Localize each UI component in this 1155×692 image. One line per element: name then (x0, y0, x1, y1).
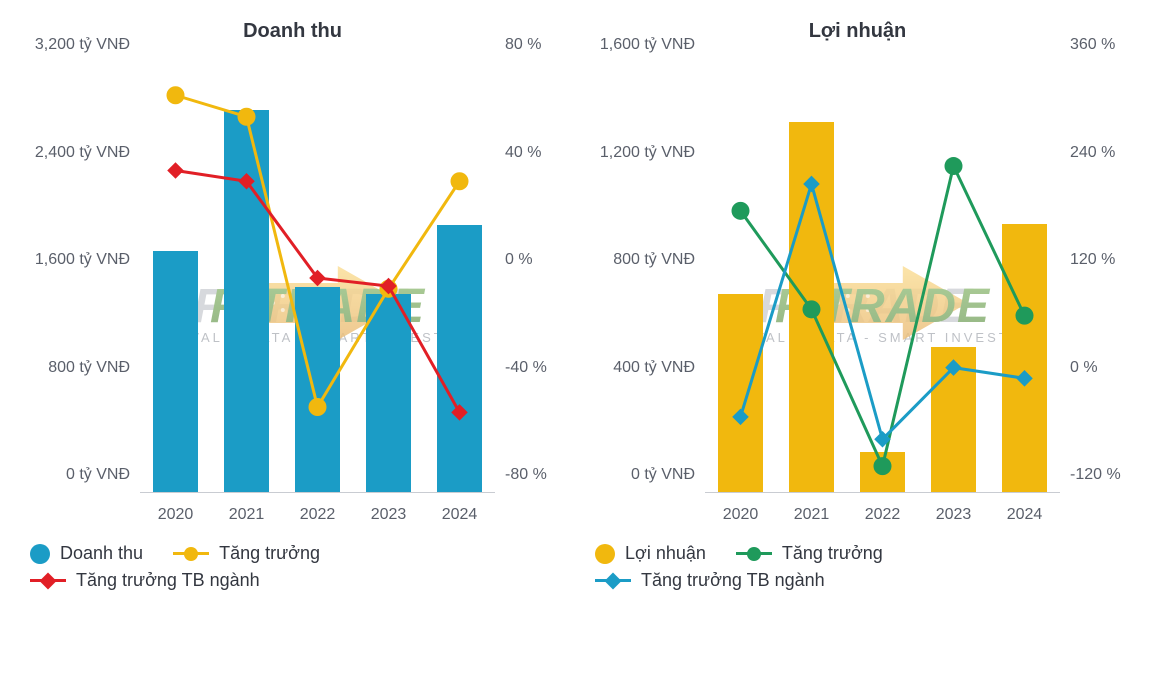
legend-label: Tăng trưởng (219, 543, 320, 564)
x-tick-label: 2020 (705, 498, 776, 533)
y-left-axis: 0 tỷ VNĐ 800 tỷ VNĐ 1,600 tỷ VNĐ 2,400 tỷ V… (10, 53, 130, 533)
y-right-tick-label: 0 % (505, 251, 575, 269)
legend-item: Tăng trưởng (736, 543, 883, 564)
plot-wrap: 0 tỷ VNĐ 800 tỷ VNĐ 1,600 tỷ VNĐ 2,400 tỷ V… (10, 53, 575, 533)
line-marker (309, 398, 327, 416)
y-left-tick-label: 1,600 tỷ VNĐ (10, 251, 130, 269)
y-left-tick-label: 800 tỷ VNĐ (575, 251, 695, 269)
x-tick-label: 2024 (424, 498, 495, 533)
line-marker (451, 404, 468, 421)
y-left-tick-label: 3,200 tỷ VNĐ (10, 36, 130, 54)
y-right-tick-label: 0 % (1070, 359, 1140, 377)
y-right-tick-label: -120 % (1070, 466, 1140, 484)
lines-layer (705, 63, 1060, 492)
line-series (176, 171, 460, 413)
y-right-tick-label: 120 % (1070, 251, 1140, 269)
x-axis: 20202021202220232024 (705, 498, 1060, 533)
legend-item: Tăng trưởng TB ngành (30, 570, 260, 591)
legend-label: Tăng trưởng TB ngành (641, 570, 825, 591)
line-marker (167, 162, 184, 179)
y-right-tick-label: 240 % (1070, 144, 1140, 162)
x-tick-label: 2023 (353, 498, 424, 533)
y-left-tick-label: 1,200 tỷ VNĐ (575, 144, 695, 162)
line-marker (451, 172, 469, 190)
legend-item: Doanh thu (30, 543, 143, 564)
legend-swatch-icon (30, 544, 50, 564)
y-left-tick-label: 800 tỷ VNĐ (10, 359, 130, 377)
line-marker (803, 176, 820, 193)
x-axis: 20202021202220232024 (140, 498, 495, 533)
line-series (176, 95, 460, 407)
x-tick-label: 2024 (989, 498, 1060, 533)
legend-swatch-icon (595, 579, 631, 582)
y-right-tick-label: -40 % (505, 359, 575, 377)
y-right-axis: -120 %0 %120 %240 %360 % (1070, 53, 1140, 533)
y-right-tick-label: 40 % (505, 144, 575, 162)
charts-row: Doanh thu 0 tỷ VNĐ 800 tỷ VNĐ 1,600 tỷ VNĐ… (0, 0, 1155, 601)
plot-area: FITRADE VALID DATA - SMART INVEST (705, 63, 1060, 493)
y-left-tick-label: 0 tỷ VNĐ (575, 466, 695, 484)
legend-label: Lợi nhuận (625, 543, 706, 564)
chart-legend: Lợi nhuận Tăng trưởng Tăng trưởng TB ngành (575, 533, 1140, 601)
plot-wrap: 0 tỷ VNĐ 400 tỷ VNĐ 800 tỷ VNĐ 1,200 tỷ VNĐ… (575, 53, 1140, 533)
line-marker (874, 457, 892, 475)
legend-item: Lợi nhuận (595, 543, 706, 564)
legend-item: Tăng trưởng (173, 543, 320, 564)
y-right-tick-label: -80 % (505, 466, 575, 484)
y-right-axis: -80 %-40 %0 %40 %80 % (505, 53, 575, 533)
legend-label: Tăng trưởng TB ngành (76, 570, 260, 591)
x-tick-label: 2023 (918, 498, 989, 533)
chart-panel-doanh-thu: Doanh thu 0 tỷ VNĐ 800 tỷ VNĐ 1,600 tỷ VNĐ… (10, 10, 575, 601)
x-tick-label: 2020 (140, 498, 211, 533)
y-left-axis: 0 tỷ VNĐ 400 tỷ VNĐ 800 tỷ VNĐ 1,200 tỷ VNĐ… (575, 53, 695, 533)
x-tick-label: 2022 (847, 498, 918, 533)
chart-panel-loi-nhuan: Lợi nhuận 0 tỷ VNĐ 400 tỷ VNĐ 800 tỷ VNĐ 1,… (575, 10, 1140, 601)
x-tick-label: 2022 (282, 498, 353, 533)
y-left-tick-label: 2,400 tỷ VNĐ (10, 144, 130, 162)
chart-legend: Doanh thu Tăng trưởng Tăng trưởng TB ngành (10, 533, 575, 601)
x-tick-label: 2021 (211, 498, 282, 533)
y-left-tick-label: 1,600 tỷ VNĐ (575, 36, 695, 54)
y-left-tick-label: 400 tỷ VNĐ (575, 359, 695, 377)
legend-swatch-icon (736, 552, 772, 555)
line-marker (238, 108, 256, 126)
y-right-tick-label: 80 % (505, 36, 575, 54)
legend-label: Tăng trưởng (782, 543, 883, 564)
y-left-tick-label: 0 tỷ VNĐ (10, 466, 130, 484)
legend-item: Tăng trưởng TB ngành (595, 570, 825, 591)
line-marker (167, 86, 185, 104)
legend-label: Doanh thu (60, 543, 143, 564)
y-right-tick-label: 360 % (1070, 36, 1140, 54)
legend-swatch-icon (173, 552, 209, 555)
line-marker (732, 409, 749, 426)
plot-area: FITRADE VALID DATA - SMART INVEST (140, 63, 495, 493)
line-marker (732, 202, 750, 220)
line-series (741, 184, 1025, 439)
x-tick-label: 2021 (776, 498, 847, 533)
lines-layer (140, 63, 495, 492)
line-series (741, 166, 1025, 466)
line-marker (945, 157, 963, 175)
lines-svg (705, 63, 1060, 492)
line-marker (803, 300, 821, 318)
legend-swatch-icon (30, 579, 66, 582)
lines-svg (140, 63, 495, 492)
line-marker (1016, 370, 1033, 387)
line-marker (1016, 307, 1034, 325)
legend-swatch-icon (595, 544, 615, 564)
